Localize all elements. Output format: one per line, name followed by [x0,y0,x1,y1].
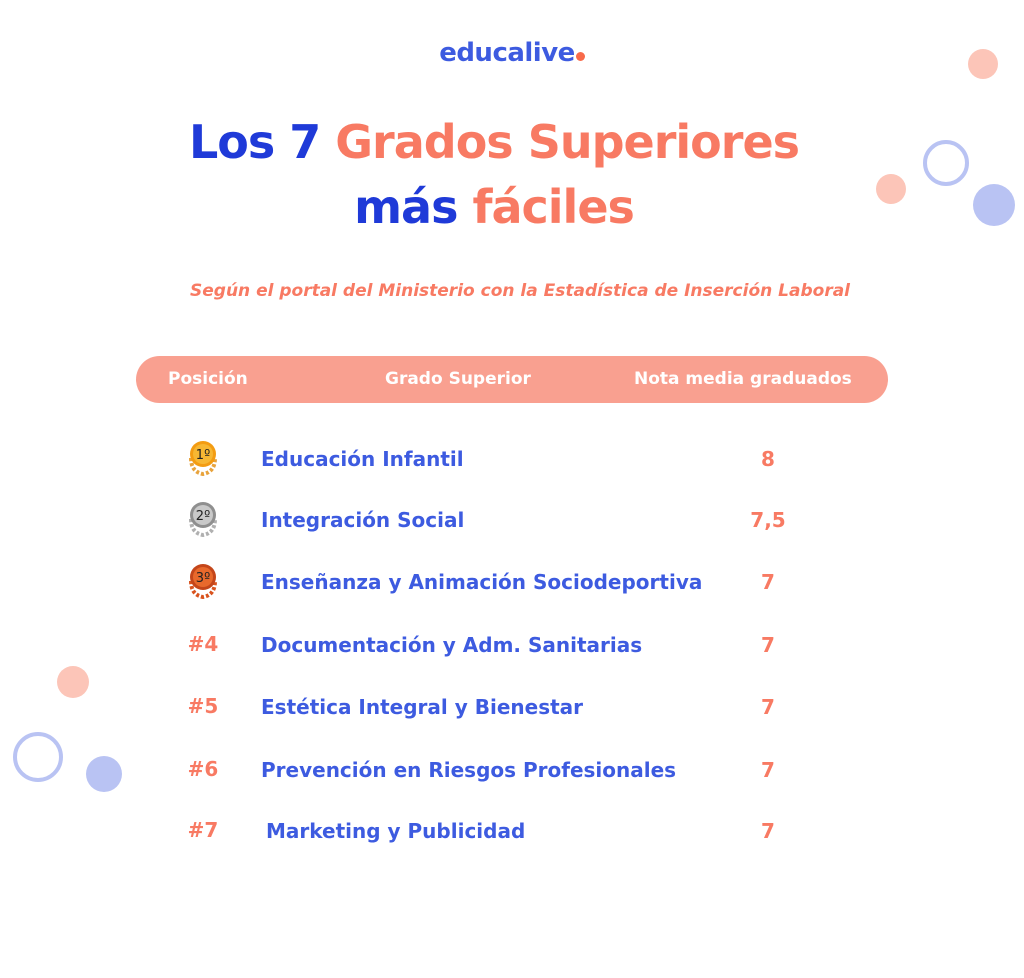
logo-dot-icon [575,52,585,61]
decor-ring [13,732,63,782]
header-position: Posición [168,369,248,389]
table-header: Posición Grado Superior Nota media gradu… [136,356,888,403]
medal-label: 3º [196,571,210,586]
position: #4 [187,632,219,656]
silver-medal-icon: 2º [189,502,217,538]
decor-circle [876,174,906,204]
decor-ring [923,140,969,186]
gold-medal-icon: 1º [189,441,217,477]
grade-name: Educación Infantil [261,447,464,471]
medal-label: 1º [196,448,210,463]
grade-name: Prevención en Riesgos Profesionales [261,758,677,782]
table-row: #5 Estética Integral y Bienestar 7 [0,686,1024,726]
table-row: #6 Prevención en Riesgos Profesionales 7 [0,749,1024,789]
score: 7 [761,633,775,657]
table-row: #4 Documentación y Adm. Sanitarias 7 [0,624,1024,664]
title-coral: Grados Superiores [335,115,800,169]
bronze-medal-icon: 3º [189,564,217,600]
position: #5 [187,694,219,718]
score: 7 [761,695,775,719]
header-grade: Grado Superior [385,369,531,389]
decor-circle [57,666,89,698]
title-blue: más [354,180,458,234]
table-row: 2º Integración Social 7,5 [0,499,1024,539]
title-coral: fáciles [472,180,634,234]
score: 8 [761,447,775,471]
title-blue: Los 7 [188,115,321,169]
medal-label: 2º [196,509,210,524]
page-title-line1: Los 7 Grados Superiores [0,115,988,169]
grade-name: Enseñanza y Animación Sociodeportiva [261,570,703,594]
decor-circle [86,756,122,792]
grade-name: Integración Social [261,508,465,532]
score: 7,5 [750,508,786,532]
decor-circle [968,49,998,79]
table-row: 3º Enseñanza y Animación Sociodeportiva 7 [0,561,1024,601]
header-score: Nota media graduados [634,369,852,389]
grade-name: Documentación y Adm. Sanitarias [261,633,643,657]
page-title-line2: más fáciles [0,180,988,234]
table-row: 1º Educación Infantil 8 [0,438,1024,478]
position: #7 [187,818,219,842]
logo-text: educalive [439,38,575,68]
score: 7 [761,819,775,843]
score: 7 [761,570,775,594]
grade-name: Marketing y Publicidad [266,819,526,843]
decor-circle [973,184,1015,226]
subtitle: Según el portal del Ministerio con la Es… [190,281,850,301]
grade-name: Estética Integral y Bienestar [261,695,584,719]
table-row: #7 Marketing y Publicidad 7 [0,810,1024,850]
position: #6 [187,757,219,781]
educalive-logo: educalive [0,38,1024,68]
score: 7 [761,758,775,782]
